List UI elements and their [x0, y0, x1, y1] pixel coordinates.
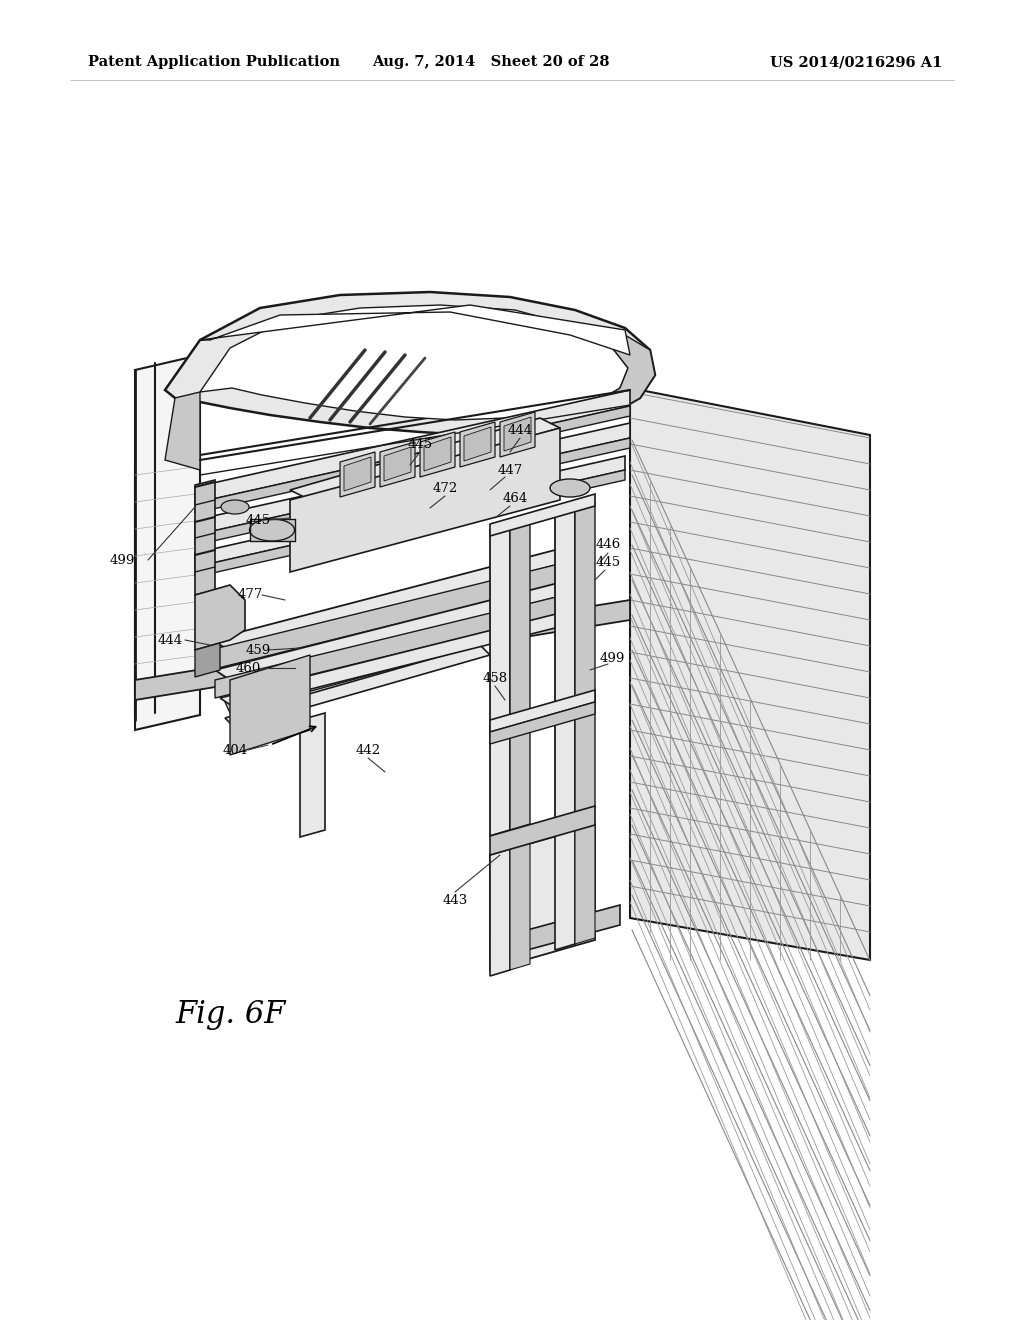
Polygon shape [125, 345, 820, 979]
Text: US 2014/0216296 A1: US 2014/0216296 A1 [770, 55, 942, 69]
Polygon shape [135, 455, 200, 715]
Polygon shape [575, 502, 595, 814]
Polygon shape [230, 655, 310, 755]
Text: 443: 443 [442, 894, 468, 907]
Polygon shape [510, 517, 530, 830]
Polygon shape [135, 601, 630, 700]
Text: 404: 404 [222, 743, 248, 756]
Ellipse shape [550, 479, 590, 498]
Polygon shape [464, 426, 490, 461]
Polygon shape [555, 829, 575, 950]
Text: 445: 445 [246, 513, 270, 527]
Polygon shape [384, 447, 411, 480]
Polygon shape [220, 595, 580, 700]
Polygon shape [490, 807, 595, 855]
Text: 499: 499 [110, 553, 135, 566]
Polygon shape [250, 519, 295, 541]
Polygon shape [210, 560, 575, 671]
Text: 464: 464 [503, 491, 527, 504]
Ellipse shape [221, 500, 249, 513]
Polygon shape [200, 305, 630, 355]
Polygon shape [380, 442, 415, 487]
Polygon shape [424, 437, 451, 471]
Polygon shape [490, 825, 595, 970]
Polygon shape [215, 590, 585, 698]
Polygon shape [490, 690, 595, 733]
Polygon shape [300, 713, 325, 837]
Polygon shape [490, 702, 595, 744]
Polygon shape [344, 457, 371, 491]
Text: 472: 472 [432, 482, 458, 495]
Polygon shape [195, 438, 630, 545]
Polygon shape [290, 418, 560, 500]
Text: 446: 446 [595, 539, 621, 552]
Polygon shape [420, 432, 455, 477]
Polygon shape [165, 292, 655, 436]
Polygon shape [595, 333, 655, 414]
Text: 460: 460 [236, 661, 261, 675]
Polygon shape [510, 843, 530, 970]
Text: 444: 444 [508, 424, 532, 437]
Polygon shape [195, 455, 625, 568]
Text: Aug. 7, 2014   Sheet 20 of 28: Aug. 7, 2014 Sheet 20 of 28 [372, 55, 609, 69]
Polygon shape [490, 849, 510, 975]
Polygon shape [210, 550, 575, 649]
Ellipse shape [250, 519, 295, 541]
Polygon shape [195, 422, 630, 535]
Polygon shape [195, 407, 630, 513]
Text: 459: 459 [246, 644, 270, 656]
Text: 477: 477 [238, 589, 263, 602]
Polygon shape [630, 388, 870, 960]
Polygon shape [195, 585, 245, 649]
Polygon shape [575, 822, 595, 944]
Polygon shape [225, 645, 490, 729]
Polygon shape [195, 643, 220, 677]
Polygon shape [490, 524, 510, 836]
Text: 445: 445 [408, 438, 432, 451]
Polygon shape [200, 305, 628, 420]
Text: 442: 442 [355, 743, 381, 756]
Polygon shape [135, 355, 200, 730]
Text: 499: 499 [599, 652, 625, 664]
Polygon shape [220, 609, 595, 708]
Polygon shape [165, 392, 200, 470]
Polygon shape [500, 412, 535, 457]
Text: 444: 444 [158, 634, 182, 647]
Text: 458: 458 [482, 672, 508, 685]
Text: Fig. 6F: Fig. 6F [175, 999, 286, 1031]
Polygon shape [460, 422, 495, 467]
Polygon shape [195, 389, 630, 503]
Text: 445: 445 [595, 556, 621, 569]
Polygon shape [195, 470, 625, 577]
Polygon shape [215, 579, 585, 680]
Polygon shape [135, 470, 195, 698]
Polygon shape [195, 480, 215, 595]
Polygon shape [490, 494, 595, 536]
Polygon shape [504, 417, 531, 451]
Polygon shape [555, 508, 575, 820]
Text: 447: 447 [498, 463, 522, 477]
Polygon shape [225, 607, 580, 713]
Polygon shape [135, 380, 195, 490]
Polygon shape [290, 428, 560, 572]
Polygon shape [340, 451, 375, 498]
Polygon shape [490, 906, 620, 960]
Text: Patent Application Publication: Patent Application Publication [88, 55, 340, 69]
